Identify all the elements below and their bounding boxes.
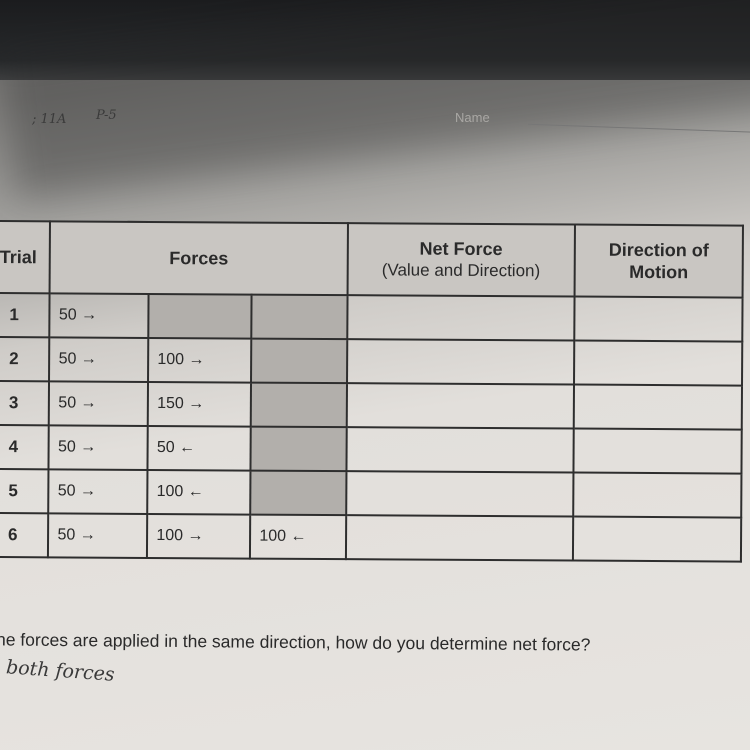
force2-cell: 100 →	[148, 337, 252, 383]
trial-cell: 3	[0, 381, 50, 426]
direction-cell[interactable]	[573, 472, 742, 518]
force1-cell: 50 →	[48, 425, 149, 470]
header-direction: Direction of Motion	[574, 224, 743, 298]
net-force-cell[interactable]	[346, 383, 574, 429]
trial-cell: 4	[0, 425, 50, 470]
force2-cell: 100 ←	[147, 469, 251, 515]
net-force-cell[interactable]	[345, 471, 574, 517]
table-row: 6 50 → 100 → 100 ←	[0, 513, 742, 562]
direction-cell[interactable]	[572, 516, 742, 562]
net-force-cell[interactable]	[346, 427, 574, 473]
direction-cell[interactable]	[573, 384, 743, 430]
force1-cell: 50 →	[49, 293, 149, 338]
net-force-cell[interactable]	[346, 339, 575, 385]
trial-cell: 2	[0, 337, 50, 382]
table-row: 1 50 →	[0, 293, 743, 342]
force3-cell-shaded	[251, 294, 348, 340]
force3-cell-shaded	[251, 382, 347, 428]
force2-cell: 150 →	[148, 381, 252, 427]
force1-cell: 50 →	[49, 337, 149, 382]
direction-cell[interactable]	[573, 428, 742, 474]
net-force-cell[interactable]	[345, 515, 574, 561]
name-label: Name	[455, 110, 490, 125]
header-net-force: Net Force (Value and Direction)	[347, 223, 575, 297]
force3-cell: 100 ←	[250, 514, 346, 560]
worksheet-paper	[0, 80, 750, 750]
header-forces: Forces	[49, 221, 348, 296]
table-row: 5 50 → 100 ←	[0, 469, 742, 518]
force3-cell-shaded	[251, 338, 347, 384]
direction-cell[interactable]	[574, 296, 743, 342]
force2-cell: 100 →	[147, 513, 251, 559]
net-force-cell[interactable]	[346, 295, 575, 341]
forces-table: Trial Forces Net Force (Value and Direct…	[0, 220, 744, 563]
force1-cell: 50 →	[49, 381, 149, 426]
handwritten-period: P-5	[96, 108, 117, 123]
trial-cell: 5	[0, 469, 49, 514]
force2-cell: 50 ←	[147, 425, 252, 471]
net-force-subtitle: (Value and Direction)	[381, 260, 541, 281]
trial-cell: 6	[0, 513, 49, 558]
force1-cell: 50 →	[48, 513, 148, 558]
force2-cell-shaded	[148, 293, 252, 339]
table-row: 2 50 → 100 →	[0, 337, 743, 386]
trial-cell: 1	[0, 293, 50, 338]
table-row: 3 50 → 150 →	[0, 381, 743, 430]
direction-line2: Motion	[629, 261, 689, 283]
force3-cell-shaded	[250, 426, 347, 472]
force1-cell: 50 →	[48, 469, 148, 514]
header-trial: Trial	[0, 221, 51, 294]
net-force-title: Net Force	[419, 238, 503, 260]
table-row: 4 50 → 50 ←	[0, 425, 742, 474]
force3-cell-shaded	[250, 470, 347, 516]
direction-line1: Direction of	[608, 239, 709, 261]
handwritten-class: ; 11A	[32, 112, 67, 127]
direction-cell[interactable]	[573, 340, 743, 386]
